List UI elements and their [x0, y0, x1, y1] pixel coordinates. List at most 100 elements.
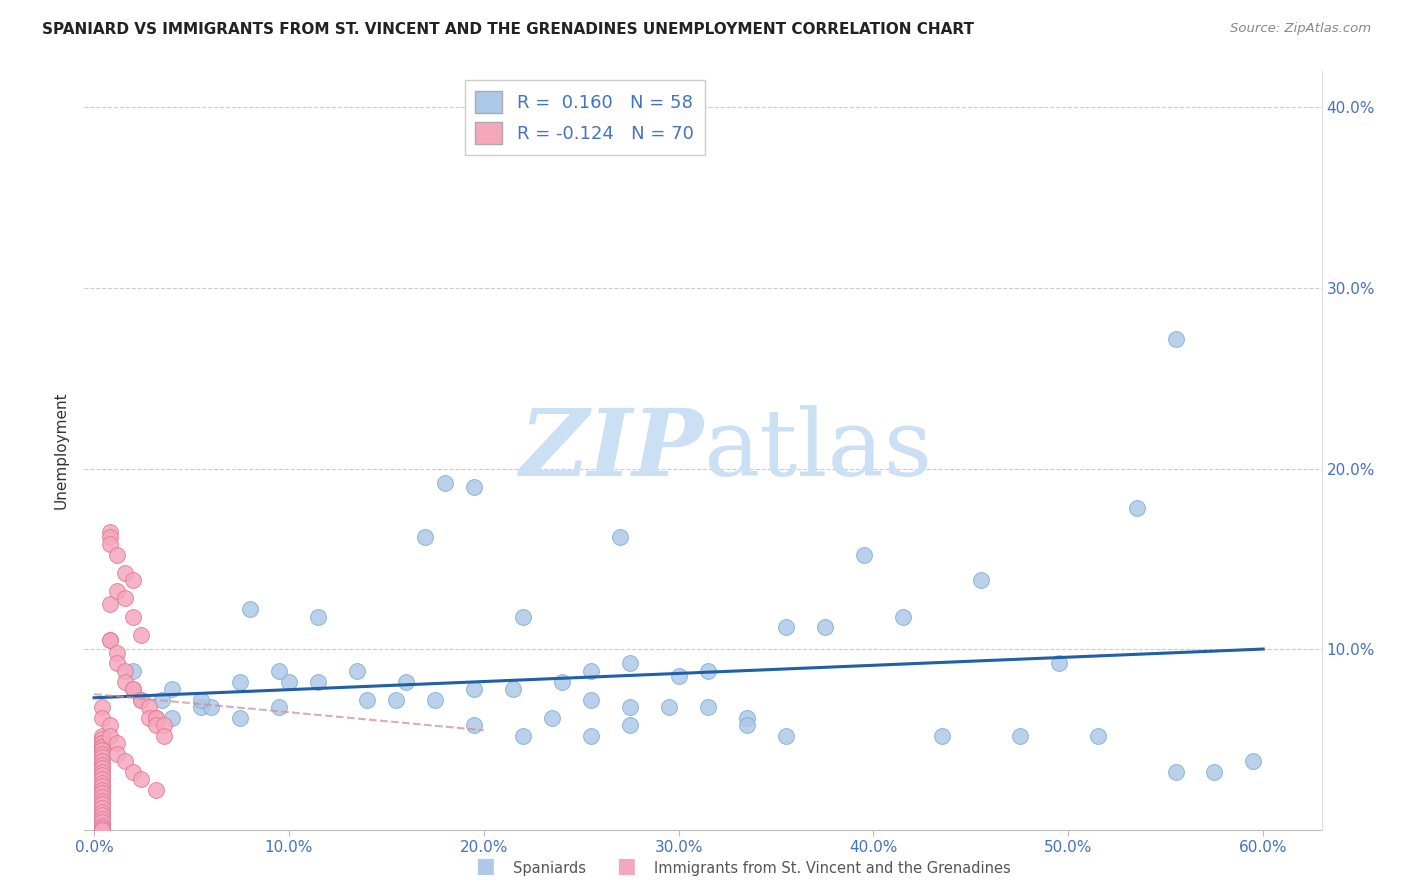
Point	[122, 764, 145, 779]
Point	[90, 779, 112, 793]
Text: Immigrants from St. Vincent and the Grenadines: Immigrants from St. Vincent and the Gren…	[654, 861, 1011, 876]
Text: ■: ■	[616, 856, 636, 876]
Point	[98, 729, 121, 743]
Point	[433, 475, 456, 490]
Point	[90, 736, 112, 750]
Point	[969, 574, 991, 588]
Point	[579, 664, 602, 678]
Point	[90, 699, 112, 714]
Point	[114, 754, 136, 768]
Point	[90, 739, 112, 754]
Point	[90, 772, 112, 786]
Point	[122, 664, 145, 678]
Point	[502, 681, 524, 696]
Point	[512, 729, 534, 743]
Point	[98, 633, 121, 648]
Point	[512, 609, 534, 624]
Point	[122, 681, 145, 696]
Point	[90, 750, 112, 764]
Point	[160, 711, 183, 725]
Point	[107, 584, 129, 599]
Point	[1164, 332, 1187, 346]
Point	[114, 566, 136, 581]
Point	[90, 743, 112, 757]
Point	[423, 692, 446, 706]
Point	[696, 699, 718, 714]
Point	[90, 815, 112, 830]
Point	[114, 591, 136, 606]
Point	[98, 633, 121, 648]
Text: SPANIARD VS IMMIGRANTS FROM ST. VINCENT AND THE GRENADINES UNEMPLOYMENT CORRELAT: SPANIARD VS IMMIGRANTS FROM ST. VINCENT …	[42, 22, 974, 37]
Point	[852, 548, 875, 562]
Point	[138, 711, 160, 725]
Point	[90, 757, 112, 772]
Point	[90, 711, 112, 725]
Point	[114, 664, 136, 678]
Point	[90, 775, 112, 789]
Point	[129, 772, 152, 786]
Point	[150, 692, 173, 706]
Point	[98, 537, 121, 551]
Point	[356, 692, 378, 706]
Point	[90, 790, 112, 805]
Point	[122, 609, 145, 624]
Point	[658, 699, 681, 714]
Point	[90, 764, 112, 779]
Point	[395, 674, 418, 689]
Point	[90, 787, 112, 801]
Point	[145, 782, 167, 797]
Point	[190, 699, 212, 714]
Point	[1008, 729, 1031, 743]
Point	[90, 729, 112, 743]
Point	[107, 736, 129, 750]
Point	[98, 524, 121, 539]
Point	[107, 747, 129, 761]
Point	[696, 664, 718, 678]
Point	[90, 808, 112, 822]
Point	[90, 739, 112, 754]
Point	[1087, 729, 1109, 743]
Point	[129, 692, 152, 706]
Point	[1204, 764, 1226, 779]
Point	[122, 681, 145, 696]
Point	[814, 620, 837, 634]
Point	[619, 718, 641, 732]
Point	[891, 609, 914, 624]
Point	[90, 797, 112, 812]
Text: ZIP: ZIP	[519, 406, 703, 495]
Point	[735, 711, 758, 725]
Point	[160, 681, 183, 696]
Point	[190, 692, 212, 706]
Point	[463, 681, 485, 696]
Point	[145, 711, 167, 725]
Point	[307, 674, 329, 689]
Point	[90, 761, 112, 775]
Point	[90, 822, 112, 837]
Point	[90, 819, 112, 833]
Point	[90, 732, 112, 747]
Legend: R =  0.160   N = 58, R = -0.124   N = 70: R = 0.160 N = 58, R = -0.124 N = 70	[464, 80, 704, 155]
Point	[90, 743, 112, 757]
Point	[229, 711, 252, 725]
Point	[90, 822, 112, 837]
Point	[1164, 764, 1187, 779]
Point	[931, 729, 953, 743]
Point	[1125, 501, 1147, 516]
Point	[278, 674, 301, 689]
Point	[107, 548, 129, 562]
Point	[307, 609, 329, 624]
Point	[98, 597, 121, 611]
Point	[107, 646, 129, 660]
Point	[138, 699, 160, 714]
Text: ■: ■	[475, 856, 495, 876]
Point	[239, 602, 262, 616]
Point	[90, 812, 112, 826]
Point	[129, 627, 152, 641]
Point	[129, 692, 152, 706]
Point	[107, 657, 129, 671]
Point	[775, 620, 797, 634]
Point	[541, 711, 564, 725]
Point	[269, 664, 291, 678]
Point	[98, 718, 121, 732]
Point	[90, 794, 112, 808]
